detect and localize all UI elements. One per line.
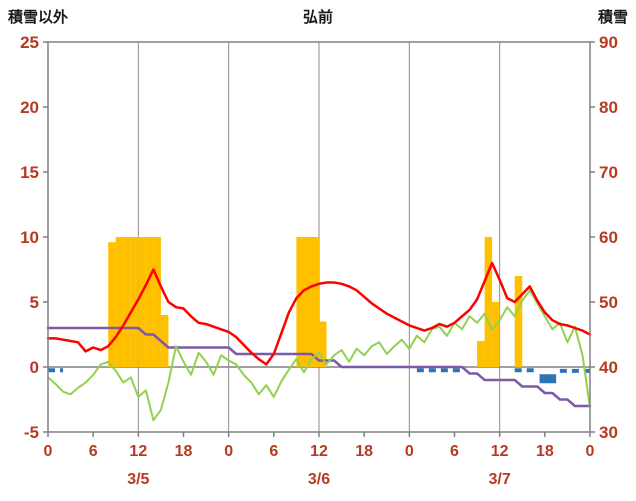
- x-tick-label: 0: [405, 443, 414, 460]
- sunshine-bars: [319, 321, 327, 367]
- x-tick-label: 0: [586, 443, 595, 460]
- x-tick-label: 0: [224, 443, 233, 460]
- right-tick-label: 90: [599, 33, 618, 52]
- right-tick-label: 80: [599, 98, 618, 117]
- green-line: [47, 289, 591, 422]
- temperature-line: [46, 261, 592, 366]
- sunshine-bars: [484, 237, 493, 367]
- right-tick-label: 50: [599, 293, 618, 312]
- x-tick-label: 12: [310, 443, 328, 460]
- right-tick-label: 60: [599, 228, 618, 247]
- x-tick-label: 18: [355, 443, 373, 460]
- sunshine-bars: [108, 242, 116, 367]
- x-tick-label: 12: [129, 443, 147, 460]
- left-tick-label: 20: [20, 98, 39, 117]
- snow-depth-line: [46, 326, 592, 408]
- sunshine-bars: [115, 237, 124, 367]
- left-tick-label: -5: [24, 423, 39, 442]
- x-tick-label: 18: [175, 443, 193, 460]
- x-tick-label: 12: [491, 443, 509, 460]
- chart-title: 弘前: [302, 9, 333, 26]
- sunshine-bars: [145, 237, 154, 367]
- sunshine-bars: [123, 237, 131, 367]
- sunshine-bars: [153, 237, 161, 367]
- left-tick-label: 5: [30, 293, 39, 312]
- x-tick-label: 6: [450, 443, 459, 460]
- x-tick-label: 0: [44, 443, 53, 460]
- right-tick-label: 30: [599, 423, 618, 442]
- sunshine-bars: [296, 237, 304, 367]
- left-axis-title: 積雪以外: [8, 9, 69, 26]
- day-label: 3/6: [308, 471, 330, 488]
- sunshine-bars: [130, 237, 139, 367]
- sunshine-bars: [160, 315, 169, 367]
- sunshine-bars: [477, 341, 485, 367]
- sunshine-bars: [492, 302, 500, 367]
- left-tick-label: 10: [20, 228, 39, 247]
- sunshine-bars: [138, 237, 146, 367]
- left-tick-label: 25: [20, 33, 39, 52]
- sunshine-bars: [303, 237, 312, 367]
- day-label: 3/7: [489, 471, 511, 488]
- x-tick-label: 6: [269, 443, 278, 460]
- day-label: 3/5: [127, 471, 149, 488]
- right-tick-label: 40: [599, 358, 618, 377]
- left-tick-label: 15: [20, 163, 39, 182]
- left-tick-label: 0: [30, 358, 39, 377]
- sunshine-bars: [311, 237, 319, 367]
- sunshine-bars: [514, 276, 523, 367]
- x-tick-label: 6: [89, 443, 98, 460]
- right-axis-title: 積雪: [597, 9, 628, 26]
- right-tick-label: 70: [599, 163, 618, 182]
- x-tick-label: 18: [536, 443, 554, 460]
